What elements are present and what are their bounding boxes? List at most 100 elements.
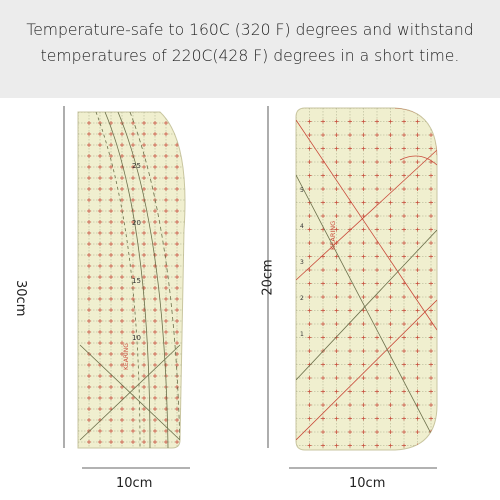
grid-cross — [164, 132, 168, 136]
grid-cross — [164, 187, 168, 191]
grid-cross — [153, 209, 157, 213]
grid-cross — [307, 349, 312, 353]
grid-cross — [429, 281, 433, 286]
grid-cross — [415, 389, 420, 394]
grid-cross — [186, 286, 190, 290]
grid-cross — [402, 227, 406, 232]
grid-cross — [348, 389, 352, 394]
grid-cross — [388, 403, 393, 407]
grid-cross — [402, 443, 406, 448]
grid-cross — [109, 264, 113, 268]
grid-cross — [361, 322, 366, 326]
grid-cross — [361, 281, 366, 286]
grid-cross — [142, 143, 146, 147]
grid-cross — [142, 209, 146, 213]
grid-cross — [388, 281, 393, 286]
grid-cross — [307, 133, 312, 137]
grid-cross — [98, 330, 102, 334]
grid-cross — [321, 430, 325, 434]
grid-cross — [109, 242, 113, 246]
grid-cross — [131, 407, 135, 411]
grid-cross — [429, 133, 433, 137]
grid-cross — [164, 165, 168, 169]
grid-cross — [186, 330, 190, 334]
left-width-label: 10cm — [116, 476, 153, 491]
grid-cross — [348, 268, 352, 272]
grid-cross — [348, 362, 352, 367]
grid-cross — [388, 389, 393, 394]
grid-cross — [321, 200, 325, 205]
grid-cross — [321, 133, 325, 137]
grid-cross — [164, 154, 168, 158]
grid-cross — [415, 376, 420, 380]
grid-cross — [186, 275, 190, 279]
grid-cross — [153, 396, 157, 400]
grid-cross — [321, 241, 325, 245]
grid-cross — [186, 242, 190, 246]
grid-cross — [87, 253, 91, 257]
grid-cross — [429, 268, 433, 272]
grid-cross — [131, 253, 135, 257]
grid-cross — [87, 286, 91, 290]
grid-cross — [98, 264, 102, 268]
grid-cross — [175, 363, 179, 367]
grid-cross — [388, 268, 393, 272]
grid-cross — [120, 154, 124, 158]
grid-cross — [429, 200, 433, 205]
grid-cross — [429, 214, 433, 218]
grid-cross — [415, 187, 420, 191]
grid-cross — [186, 385, 190, 389]
grid-cross — [87, 374, 91, 378]
grid-cross — [164, 198, 168, 202]
grid-cross — [131, 429, 135, 433]
grid-cross — [175, 407, 179, 411]
grid-cross — [153, 286, 157, 290]
grid-cross — [142, 132, 146, 136]
grid-cross — [361, 146, 366, 151]
grid-cross — [334, 362, 339, 367]
grid-cross — [142, 220, 146, 224]
grid-cross — [87, 363, 91, 367]
grid-cross — [321, 389, 325, 394]
grid-cross — [120, 187, 124, 191]
grid-cross — [120, 253, 124, 257]
grid-cross — [375, 268, 379, 272]
grid-cross — [87, 132, 91, 136]
grid-cross — [142, 352, 146, 356]
grid-cross — [429, 241, 433, 245]
grid-cross — [402, 254, 406, 259]
grid-cross — [307, 430, 312, 434]
grid-cross — [375, 430, 379, 434]
grid-cross — [98, 407, 102, 411]
grid-cross — [186, 176, 190, 180]
grid-cross — [142, 440, 146, 444]
grid-cross — [402, 389, 406, 394]
grid-cross — [109, 341, 113, 345]
grid-cross — [175, 440, 179, 444]
grid-cross — [164, 275, 168, 279]
grid-cross — [375, 308, 379, 313]
grid-cross — [402, 416, 406, 421]
grid-cross — [415, 254, 420, 259]
grid-cross — [348, 416, 352, 421]
grid-cross — [120, 330, 124, 334]
grid-cross — [334, 295, 339, 299]
grid-cross — [153, 253, 157, 257]
grid-cross — [334, 187, 339, 191]
grid-cross — [415, 160, 420, 164]
grid-cross — [307, 146, 312, 151]
grid-cross — [98, 286, 102, 290]
grid-cross — [334, 268, 339, 272]
grid-cross — [175, 308, 179, 312]
grid-cross — [98, 396, 102, 400]
grid-cross — [429, 322, 433, 326]
grid-cross — [131, 319, 135, 323]
grid-cross — [109, 319, 113, 323]
grid-cross — [388, 430, 393, 434]
grid-cross — [334, 322, 339, 326]
grid-cross — [415, 200, 420, 205]
grid-cross — [175, 396, 179, 400]
grid-cross — [131, 187, 135, 191]
grid-cross — [334, 335, 339, 340]
grid-cross — [98, 231, 102, 235]
